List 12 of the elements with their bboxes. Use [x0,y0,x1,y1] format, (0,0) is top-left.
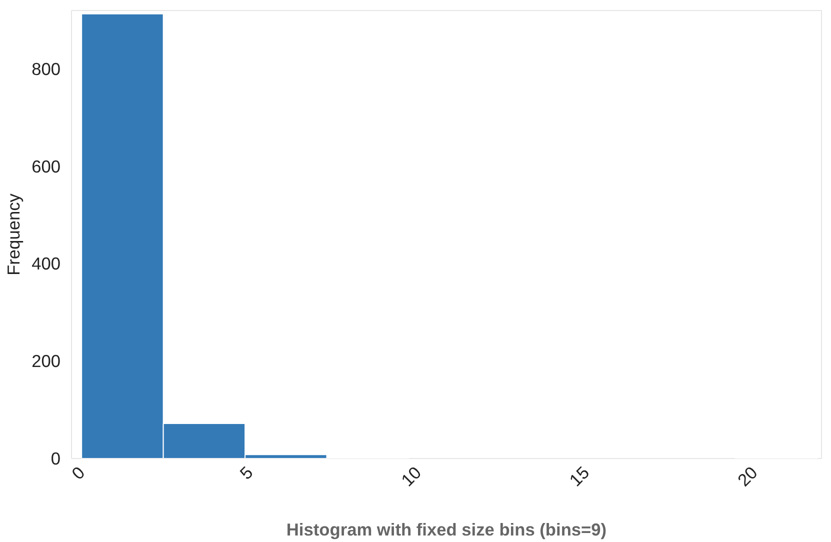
x-tick-label: 0 [68,462,89,484]
y-axis-title: Frequency [4,193,24,276]
y-tick-label: 800 [32,58,61,79]
x-tick-label: 5 [236,462,257,484]
x-tick-label: 10 [397,462,425,490]
y-tick-label: 200 [32,351,61,372]
x-tick-label: 20 [734,462,762,490]
y-tick-label: 600 [32,156,61,176]
y-tick-label: 400 [32,254,61,274]
x-tick-label: 15 [565,462,594,490]
y-tick-label: 0 [50,448,61,468]
x-axis-title: Histogram with fixed size bins (bins=9) [286,520,607,540]
